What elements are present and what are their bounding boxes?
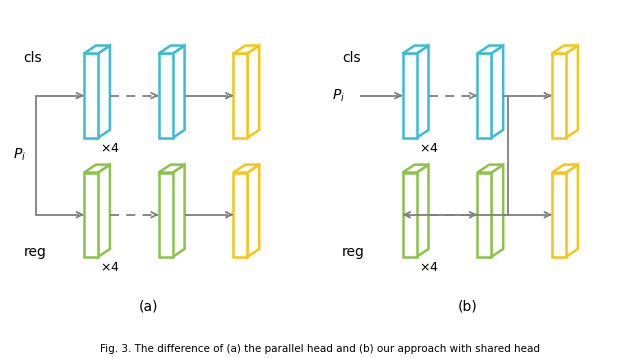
- Text: $P_i$: $P_i$: [332, 87, 345, 104]
- Polygon shape: [173, 165, 184, 257]
- Text: $\times$4: $\times$4: [419, 142, 438, 155]
- Polygon shape: [84, 45, 110, 53]
- Polygon shape: [417, 45, 429, 138]
- Polygon shape: [552, 165, 578, 173]
- Polygon shape: [234, 53, 247, 138]
- Polygon shape: [159, 173, 173, 257]
- Polygon shape: [552, 173, 566, 257]
- Text: $\times$4: $\times$4: [100, 261, 120, 274]
- Polygon shape: [234, 165, 259, 173]
- Text: cls: cls: [23, 51, 42, 65]
- Polygon shape: [403, 165, 429, 173]
- Polygon shape: [492, 45, 503, 138]
- Polygon shape: [477, 53, 492, 138]
- Polygon shape: [566, 45, 578, 138]
- Polygon shape: [234, 45, 259, 53]
- Polygon shape: [84, 165, 110, 173]
- Polygon shape: [98, 45, 110, 138]
- Polygon shape: [403, 53, 417, 138]
- Polygon shape: [159, 53, 173, 138]
- Polygon shape: [234, 173, 247, 257]
- Polygon shape: [477, 165, 503, 173]
- Text: cls: cls: [342, 51, 360, 65]
- Polygon shape: [403, 173, 417, 257]
- Polygon shape: [84, 173, 98, 257]
- Polygon shape: [403, 45, 429, 53]
- Text: (a): (a): [139, 299, 159, 313]
- Polygon shape: [84, 53, 98, 138]
- Polygon shape: [566, 165, 578, 257]
- Polygon shape: [247, 45, 259, 138]
- Text: $\times$4: $\times$4: [419, 261, 438, 274]
- Polygon shape: [159, 165, 184, 173]
- Polygon shape: [173, 45, 184, 138]
- Text: reg: reg: [23, 246, 46, 260]
- Polygon shape: [477, 45, 503, 53]
- Text: $\times$4: $\times$4: [100, 142, 120, 155]
- Text: (b): (b): [458, 299, 477, 313]
- Text: reg: reg: [342, 246, 365, 260]
- Polygon shape: [98, 165, 110, 257]
- Polygon shape: [552, 53, 566, 138]
- Polygon shape: [247, 165, 259, 257]
- Polygon shape: [552, 45, 578, 53]
- Polygon shape: [477, 173, 492, 257]
- Polygon shape: [159, 45, 184, 53]
- Text: Fig. 3. The difference of (a) the parallel head and (b) our approach with shared: Fig. 3. The difference of (a) the parall…: [100, 344, 540, 354]
- Polygon shape: [492, 165, 503, 257]
- Polygon shape: [417, 165, 429, 257]
- Text: $P_i$: $P_i$: [13, 147, 26, 163]
